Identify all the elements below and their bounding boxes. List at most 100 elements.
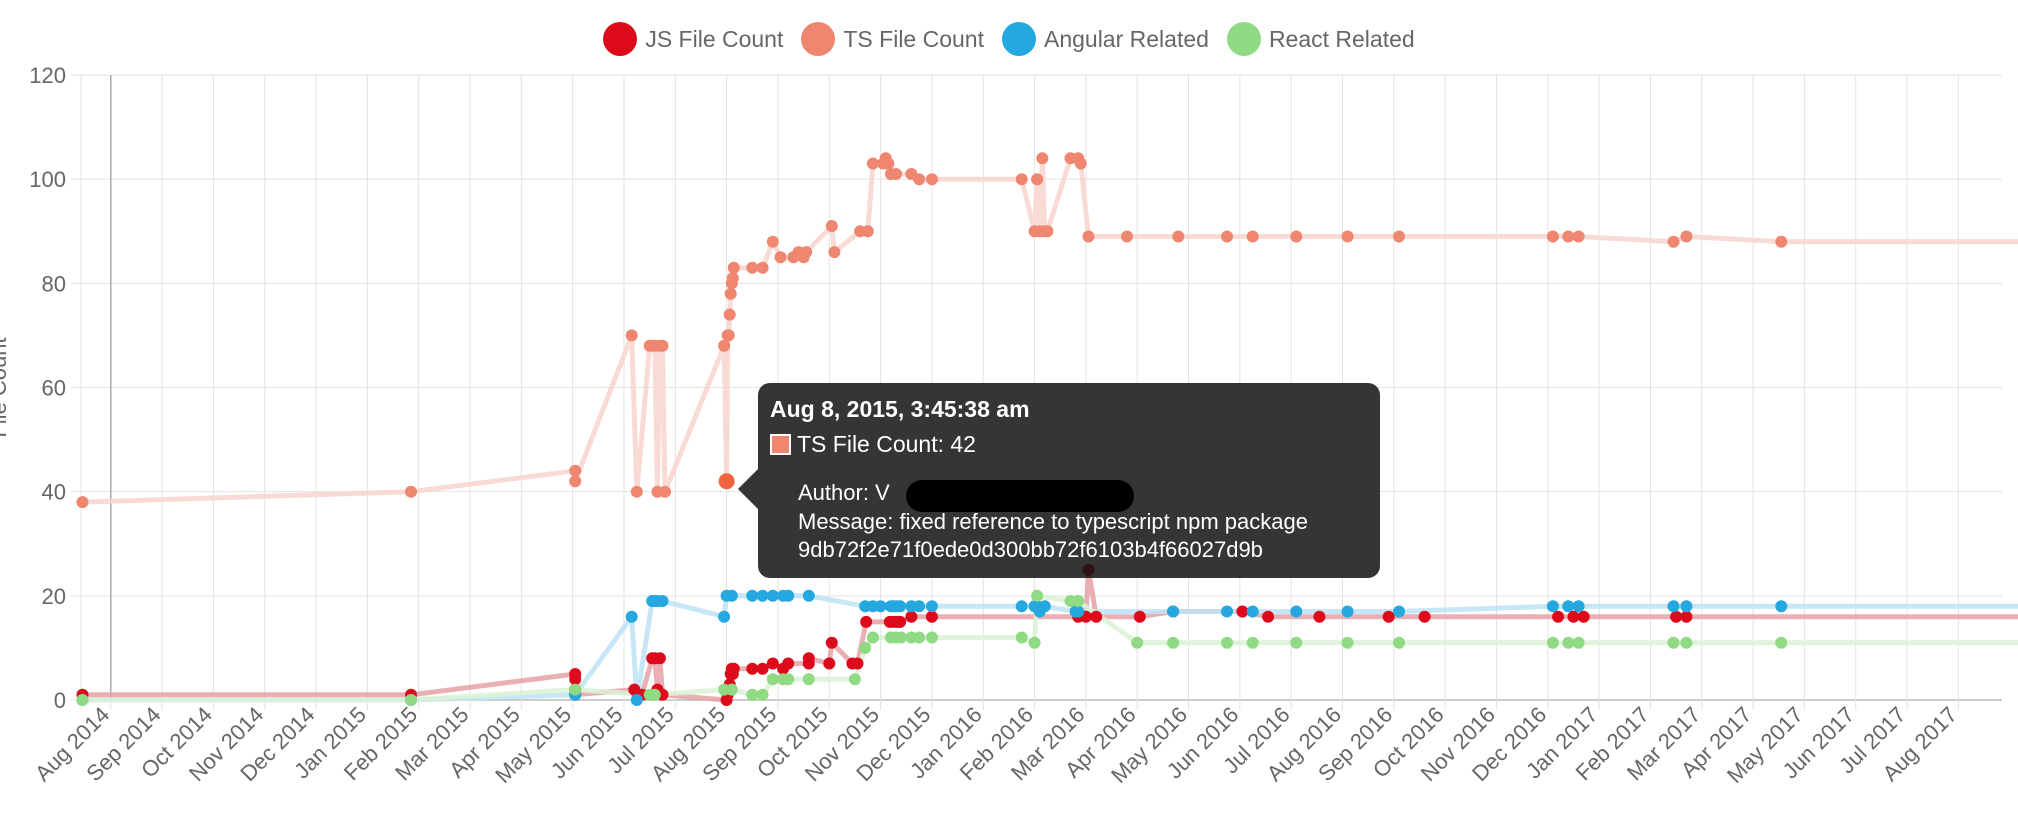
legend-item-js-file-count[interactable]: JS File Count [603,22,783,56]
angular-related-point[interactable] [1572,600,1585,613]
react-related-point[interactable] [725,683,738,696]
js-file-count-point[interactable] [1680,610,1693,623]
js-file-count-point[interactable] [1382,610,1395,623]
angular-related-point[interactable] [1015,600,1028,613]
react-related-point[interactable] [648,688,661,701]
legend-item-angular-related[interactable]: Angular Related [1001,22,1209,56]
angular-related-point[interactable] [746,589,759,602]
react-related-point[interactable] [1572,636,1585,649]
js-file-count-point[interactable] [1262,610,1275,623]
ts-file-count-point[interactable] [1074,157,1087,170]
ts-file-count-point[interactable] [1667,235,1680,248]
ts-file-count-point[interactable] [630,485,643,498]
angular-related-point[interactable] [766,589,779,602]
react-related-point[interactable] [1775,636,1788,649]
ts-file-count-point[interactable] [569,464,582,477]
react-related-point[interactable] [766,673,779,686]
react-related-point[interactable] [405,694,417,706]
react-related-point[interactable] [746,688,759,701]
legend-item-ts-file-count[interactable]: TS File Count [801,22,984,56]
ts-file-count-point[interactable] [718,339,731,352]
ts-file-count-point[interactable] [76,496,89,509]
ts-file-count-point[interactable] [569,475,582,488]
js-file-count-point[interactable] [1313,610,1326,623]
angular-related-point[interactable] [1290,605,1303,618]
js-file-count-point[interactable] [569,673,582,686]
angular-related-point[interactable] [1221,605,1233,618]
js-file-count-point[interactable] [1577,610,1590,623]
angular-related-point[interactable] [1038,600,1051,613]
react-related-point[interactable] [1546,636,1559,649]
angular-related-point[interactable] [925,600,938,613]
react-related-point[interactable] [76,694,89,706]
angular-related-point[interactable] [630,694,643,706]
ts-file-count-point[interactable] [1290,230,1303,243]
ts-file-count-point[interactable] [1121,230,1133,243]
angular-related-point[interactable] [1072,605,1085,618]
js-file-count-point[interactable] [782,657,795,670]
ts-file-count-point[interactable] [866,157,879,170]
angular-related-point[interactable] [1393,605,1405,618]
react-related-point[interactable] [895,631,908,644]
js-file-count-point[interactable] [1090,610,1103,623]
ts-file-count-point[interactable] [774,251,787,264]
angular-related-point[interactable] [718,610,731,623]
react-related-point[interactable] [1393,636,1405,649]
ts-file-count-point[interactable] [625,329,638,342]
js-file-count-point[interactable] [802,652,815,665]
js-file-count-point[interactable] [727,662,740,675]
legend-item-react-related[interactable]: React Related [1226,22,1415,56]
ts-file-count-point[interactable] [724,287,737,300]
hovered-point[interactable] [718,473,735,490]
angular-related-point[interactable] [1667,600,1680,613]
ts-file-count-point[interactable] [1775,235,1788,248]
react-related-point[interactable] [1680,636,1693,649]
react-related-point[interactable] [848,673,861,686]
js-file-count-point[interactable] [851,657,864,670]
ts-file-count-point[interactable] [913,173,926,186]
react-related-point[interactable] [1246,636,1259,649]
ts-file-count-point[interactable] [1341,230,1354,243]
react-related-point[interactable] [1341,636,1354,649]
js-file-count-point[interactable] [925,610,938,623]
ts-file-count-point[interactable] [722,329,735,342]
react-related-point[interactable] [1167,636,1180,649]
js-file-count-point[interactable] [894,615,907,628]
angular-related-point[interactable] [1546,600,1559,613]
ts-file-count-point[interactable] [825,220,838,232]
ts-file-count-point[interactable] [405,485,417,498]
angular-related-point[interactable] [1246,605,1259,618]
angular-related-point[interactable] [1775,600,1788,613]
js-file-count-point[interactable] [1418,610,1431,623]
ts-file-count-point[interactable] [800,246,813,259]
ts-file-count-point[interactable] [1393,230,1405,243]
ts-file-count-point[interactable] [861,225,874,238]
react-related-point[interactable] [782,673,795,686]
react-related-point[interactable] [913,631,926,644]
react-related-point[interactable] [1290,636,1303,649]
angular-related-point[interactable] [725,589,738,602]
js-file-count-point[interactable] [1133,610,1146,623]
react-related-point[interactable] [1072,595,1085,607]
ts-file-count-point[interactable] [1082,230,1095,243]
js-file-count-point[interactable] [823,657,836,670]
js-file-count-point[interactable] [860,615,873,628]
react-related-point[interactable] [1562,636,1575,649]
js-file-count-point[interactable] [756,662,769,675]
ts-file-count-point[interactable] [1562,230,1575,243]
js-file-count-point[interactable] [653,652,666,665]
react-related-point[interactable] [925,631,938,644]
js-file-count-point[interactable] [1567,610,1580,623]
ts-file-count-point[interactable] [1031,173,1044,186]
react-related-point[interactable] [1015,631,1028,644]
angular-related-point[interactable] [782,589,795,602]
ts-file-count-point[interactable] [656,339,669,352]
js-file-count-point[interactable] [1670,610,1683,623]
react-related-point[interactable] [1221,636,1233,649]
angular-related-point[interactable] [913,600,926,613]
ts-file-count-point[interactable] [766,235,779,248]
ts-file-count-point[interactable] [1015,173,1028,186]
react-related-point[interactable] [866,631,879,644]
ts-file-count-point[interactable] [925,173,938,186]
ts-file-count-point[interactable] [746,261,759,274]
